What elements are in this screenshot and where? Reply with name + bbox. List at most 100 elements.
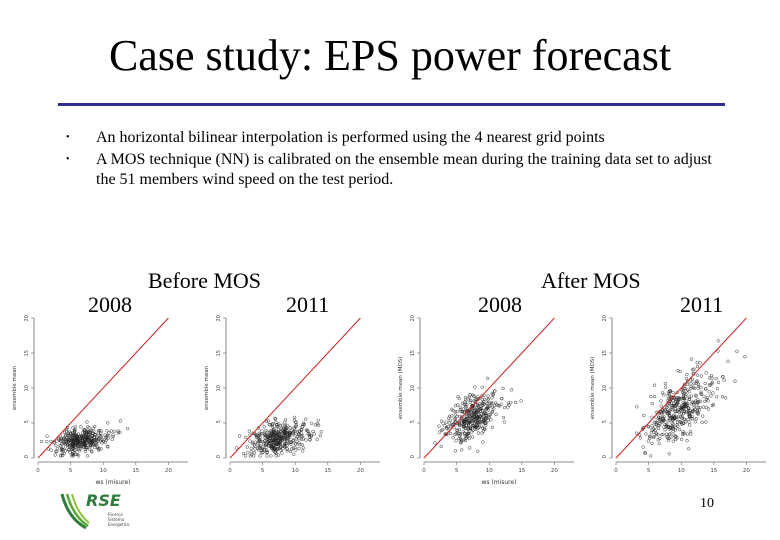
data-point (635, 405, 639, 409)
data-point (291, 430, 295, 434)
data-point (265, 448, 269, 453)
data-point (644, 432, 648, 436)
data-point (99, 429, 103, 433)
data-point (79, 444, 83, 448)
data-point (487, 413, 491, 417)
data-point (258, 446, 262, 450)
data-point (676, 369, 680, 373)
data-point (670, 407, 674, 412)
data-point (112, 429, 116, 433)
x-tick-label: 0 (422, 468, 426, 474)
data-point (73, 433, 77, 437)
data-point (291, 438, 296, 442)
logo-tagline: Ricerca (108, 512, 123, 517)
data-point (76, 432, 81, 436)
y-tick-label: 10 (602, 385, 608, 391)
data-point (687, 397, 692, 401)
data-point (703, 399, 707, 404)
data-point (461, 419, 466, 423)
data-point (288, 449, 293, 454)
data-point (297, 432, 301, 436)
data-point (65, 442, 70, 446)
data-point (659, 404, 663, 408)
data-point (671, 404, 676, 408)
data-point (684, 398, 688, 403)
data-point (673, 409, 677, 413)
data-point (71, 426, 75, 430)
data-point (264, 442, 268, 446)
bullet-text: A MOS technique (NN) is calibrated on th… (96, 151, 712, 188)
data-point (484, 415, 488, 420)
data-point (656, 426, 661, 431)
data-point (457, 431, 461, 436)
x-axis-label: ws (misure) (95, 479, 130, 486)
data-point (472, 412, 476, 416)
identity-line (229, 317, 361, 459)
data-point (674, 409, 678, 414)
data-point (519, 399, 523, 403)
data-point (695, 411, 699, 415)
data-point (454, 439, 458, 443)
y-tick-label: 20 (602, 315, 608, 321)
data-point (299, 428, 303, 432)
y-axis-label: ensemble mean (MOS) (398, 357, 404, 420)
x-tick-label: 10 (100, 468, 107, 474)
data-point (703, 381, 707, 386)
data-point (704, 420, 708, 424)
data-point (59, 439, 63, 443)
data-point (271, 438, 276, 443)
logo-swoosh (60, 493, 87, 530)
data-point (654, 410, 658, 414)
data-point (71, 442, 75, 447)
data-point (502, 405, 507, 410)
data-point (86, 430, 91, 434)
data-point (49, 439, 53, 444)
data-point (652, 434, 656, 439)
data-point (470, 430, 474, 434)
data-point (666, 403, 670, 407)
data-point (304, 438, 308, 442)
data-point (300, 425, 304, 429)
data-point (687, 390, 691, 394)
data-point (681, 396, 686, 401)
data-point (663, 428, 667, 432)
data-point (308, 435, 312, 439)
data-point (440, 428, 444, 433)
data-point (301, 446, 305, 450)
data-point (52, 441, 56, 445)
data-point (483, 412, 488, 416)
data-point (54, 449, 58, 454)
data-point (665, 405, 669, 409)
data-point (279, 426, 283, 430)
data-point (302, 422, 307, 427)
bullet-text: An horizontal bilinear interpolation is … (96, 129, 605, 146)
data-point (237, 434, 242, 438)
data-point (675, 436, 679, 440)
data-point (646, 425, 651, 429)
data-point (663, 381, 668, 386)
data-point (466, 418, 471, 422)
data-point (468, 393, 472, 397)
data-point (634, 431, 639, 435)
data-point (667, 452, 671, 456)
data-point (451, 436, 455, 440)
data-point (319, 430, 323, 434)
data-point (249, 446, 254, 450)
data-point (73, 436, 77, 441)
data-point (307, 432, 312, 436)
data-point (698, 361, 702, 365)
data-point (277, 433, 281, 437)
data-point (273, 417, 278, 421)
data-point (468, 400, 472, 404)
data-point (61, 453, 65, 458)
data-point (285, 428, 289, 432)
data-point (278, 446, 282, 450)
data-point (293, 434, 297, 438)
data-point (458, 423, 462, 428)
data-point (480, 431, 484, 435)
data-point (54, 443, 58, 448)
data-point (94, 442, 98, 446)
data-point (485, 406, 489, 410)
data-point (443, 424, 447, 428)
data-point (472, 399, 476, 403)
